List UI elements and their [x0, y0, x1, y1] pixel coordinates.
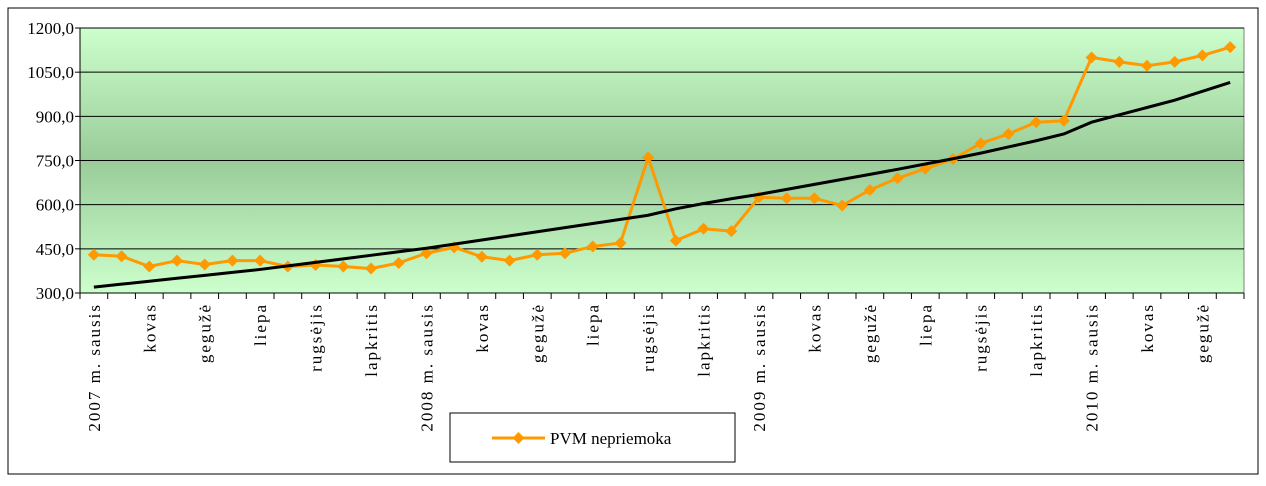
marker [559, 247, 571, 260]
marker [115, 250, 128, 263]
marker [475, 250, 488, 263]
marker [836, 199, 849, 212]
marker [365, 262, 377, 275]
marker [614, 236, 627, 249]
marker [1224, 41, 1237, 54]
x-tick-label: 2010 m. sausis [1083, 303, 1102, 432]
x-tick-label: kovas [805, 303, 824, 353]
y-tick-label: 300,0 [36, 284, 74, 303]
x-tick-label: 2008 m. sausis [417, 303, 436, 432]
y-tick-label: 750,0 [36, 152, 74, 171]
x-tick-label: liepa [251, 303, 270, 346]
marker [642, 151, 655, 164]
y-tick-label: 1200,0 [27, 19, 74, 38]
x-tick-label: lapkritis [362, 303, 381, 377]
marker [226, 254, 239, 267]
marker [1085, 51, 1098, 64]
x-tick-label: kovas [473, 303, 492, 353]
marker [586, 240, 599, 253]
legend-marker [512, 432, 525, 444]
legend-label: PVM nepriemoka [550, 429, 672, 448]
marker [1141, 59, 1153, 72]
x-tick-label: 2007 m. sausis [85, 303, 104, 432]
marker [531, 248, 544, 261]
x-tick-label: rugsėjis [639, 303, 658, 372]
marker [1057, 114, 1070, 127]
marker [697, 222, 710, 235]
marker [780, 192, 793, 205]
x-tick-label: lapkritis [695, 303, 714, 377]
x-tick-label: liepa [916, 303, 935, 346]
y-tick-label: 600,0 [36, 196, 74, 215]
marker [254, 254, 267, 267]
x-tick-label: gegužė [528, 303, 547, 363]
x-tick-label: kovas [1138, 303, 1157, 353]
marker [337, 260, 350, 273]
y-tick-label: 450,0 [36, 240, 74, 259]
marker [198, 258, 211, 271]
x-tick-label: gegužė [196, 303, 215, 363]
marker [725, 225, 738, 238]
marker [1196, 49, 1209, 62]
marker [669, 234, 682, 247]
marker [974, 137, 987, 150]
marker [392, 256, 405, 269]
x-tick-label: liepa [584, 303, 603, 346]
x-tick-label: rugsėjis [307, 303, 326, 372]
marker [1030, 116, 1043, 129]
marker [1168, 55, 1181, 68]
marker [1113, 55, 1126, 68]
y-tick-label: 1050,0 [27, 63, 74, 82]
x-tick-label: lapkritis [1027, 303, 1046, 377]
marker [171, 254, 183, 267]
marker [1002, 128, 1015, 140]
marker [503, 254, 516, 267]
marker [808, 192, 821, 205]
marker [420, 247, 433, 260]
series-line [93, 81, 1231, 289]
marker [891, 172, 904, 185]
marker [143, 260, 156, 273]
marker [87, 248, 100, 261]
x-tick-label: kovas [140, 303, 159, 353]
x-tick-label: gegužė [1193, 303, 1212, 363]
x-tick-label: 2009 m. sausis [750, 303, 769, 432]
marker [863, 183, 876, 196]
x-tick-label: rugsėjis [972, 303, 991, 372]
y-tick-label: 900,0 [36, 107, 74, 126]
x-tick-label: gegužė [861, 303, 880, 363]
